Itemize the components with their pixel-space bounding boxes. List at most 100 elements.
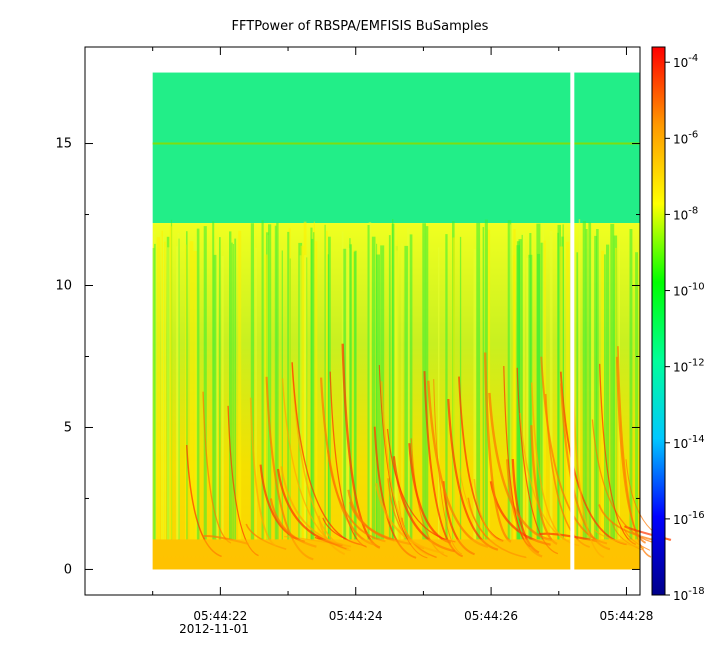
spectral-streak: [155, 244, 157, 540]
spectral-streak: [392, 219, 394, 540]
spectral-streak: [167, 247, 170, 540]
spectral-streak: [161, 230, 163, 540]
spectral-streak: [482, 227, 485, 540]
spectral-streak: [476, 222, 481, 540]
spectral-streak: [268, 224, 272, 540]
low-frequency-band: [152, 539, 640, 570]
spectral-streak: [445, 234, 448, 540]
spectral-streak: [212, 221, 215, 540]
spectral-streak: [543, 240, 546, 540]
spectral-streak: [585, 229, 588, 540]
spectral-streak: [287, 231, 290, 540]
spectral-streak: [368, 222, 372, 540]
spectral-streak: [562, 224, 564, 540]
spectral-streak: [221, 255, 224, 540]
spectral-streak: [229, 231, 232, 540]
y-tick-label: 15: [55, 137, 72, 152]
spectral-streak: [367, 225, 370, 540]
spectral-streak: [590, 239, 594, 540]
chorus-element: [591, 419, 657, 544]
spectral-streak: [276, 222, 279, 540]
spectral-streak: [404, 245, 409, 540]
spectral-streak: [324, 224, 326, 540]
colorbar-tick-exponent: -10: [688, 282, 704, 293]
spectral-streak: [345, 248, 350, 540]
spectral-streak: [513, 229, 516, 540]
chorus-element: [483, 352, 512, 543]
spectral-streak: [185, 244, 187, 540]
spectral-streak: [394, 228, 397, 540]
spectral-streak: [425, 226, 429, 540]
spectral-streak: [604, 254, 606, 540]
spectral-streak: [557, 224, 561, 540]
spectral-streak: [326, 230, 328, 540]
spectral-streak: [164, 241, 166, 540]
chorus-element: [488, 392, 552, 542]
chorus-element: [530, 382, 570, 543]
y-tick-label: 5: [64, 420, 72, 435]
colorbar-tick-label: 10-6: [673, 129, 698, 146]
colorbar-tick-label: 10-4: [673, 53, 698, 70]
y-axis: 0 5 10 15: [55, 137, 640, 577]
spectral-streak: [281, 250, 283, 540]
chorus-element: [291, 362, 361, 545]
spectral-streak: [189, 241, 194, 540]
spectral-streak: [196, 228, 200, 540]
spectral-streak: [304, 255, 307, 540]
spectral-streak: [601, 250, 604, 540]
colorbar-axis: 10-4 10-6 10-8 10-10 10-12 10-14 10-16 10-18: [665, 53, 705, 603]
spectral-streak: [606, 244, 610, 540]
spectral-streak: [328, 236, 331, 540]
spectral-streak: [175, 246, 179, 540]
spectral-streak: [549, 230, 553, 540]
colorbar-tick-label: 10-16: [673, 510, 705, 527]
spectral-streak: [341, 231, 344, 540]
x-axis-date-label: 2012-11-01: [179, 622, 249, 636]
colorbar-tick-label: 10-8: [673, 205, 698, 222]
spectral-streak: [349, 244, 352, 540]
spectral-streak: [376, 254, 380, 540]
colorbar-tick-label: 10-12: [673, 358, 705, 375]
colorbar: [651, 46, 666, 596]
spectral-streak: [566, 241, 570, 540]
spectral-streak: [526, 257, 530, 540]
spectral-streak: [557, 232, 559, 540]
spectrogram-image: [152, 71, 672, 571]
spectral-streak: [310, 227, 313, 540]
spectral-streak: [327, 254, 329, 540]
spectral-streak: [459, 236, 462, 540]
spectral-streak: [486, 229, 491, 540]
colorbar-tick-exponent: -16: [688, 510, 704, 521]
spectral-streak: [193, 251, 198, 540]
spectral-streak: [315, 241, 318, 540]
spectral-streak: [213, 254, 217, 540]
spectral-streak: [238, 230, 242, 540]
spectral-streak: [615, 247, 617, 540]
x-tick-label: 05:44:24: [329, 609, 383, 623]
spectral-streak: [300, 245, 305, 540]
x-tick-label: 05:44:28: [600, 609, 654, 623]
spectral-streak: [588, 222, 592, 540]
spectral-streak: [407, 227, 410, 540]
spectral-streak: [234, 238, 237, 540]
spectral-streak: [528, 254, 533, 540]
spectral-streak: [537, 253, 541, 540]
spectral-streak: [518, 239, 522, 540]
spectral-streak: [203, 226, 207, 540]
spectral-streak: [438, 247, 440, 540]
spectral-streak: [354, 250, 357, 540]
spectral-streak: [596, 229, 599, 540]
colorbar-tick-exponent: -18: [688, 586, 704, 597]
x-tick-label: 05:44:22: [193, 609, 247, 623]
spectral-streak: [507, 220, 512, 540]
chorus-element: [617, 346, 652, 558]
colorbar-tick-exponent: -4: [688, 53, 698, 64]
spectral-streak: [255, 248, 257, 540]
spectral-streak: [154, 243, 156, 540]
spectral-streak: [540, 242, 544, 540]
colorbar-tick-label: 10-18: [673, 586, 705, 603]
spectral-streak: [216, 239, 218, 540]
colorbar-tick-exponent: -12: [688, 358, 704, 369]
spectral-streak: [288, 228, 291, 540]
